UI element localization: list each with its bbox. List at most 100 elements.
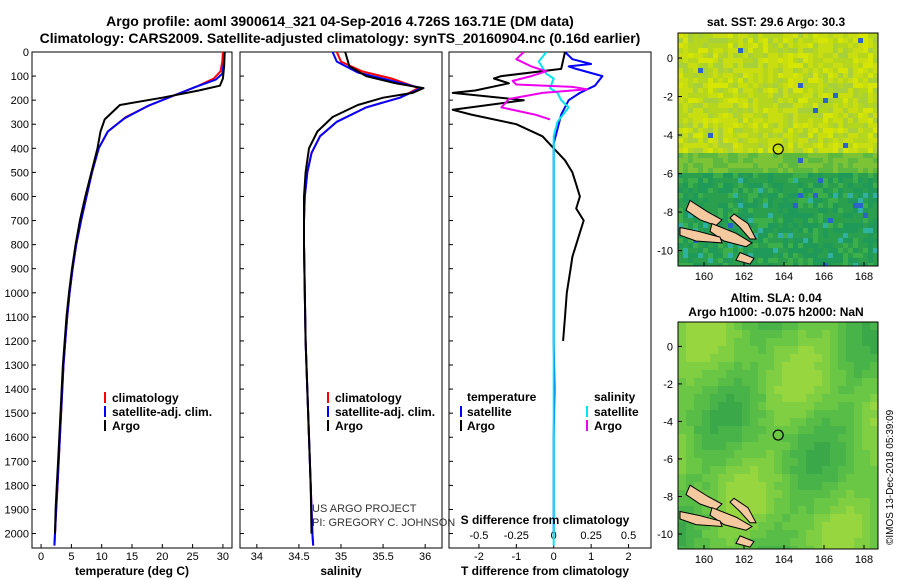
sla-cell bbox=[790, 506, 798, 514]
sla-cell bbox=[726, 322, 734, 330]
sla-cell bbox=[758, 538, 766, 546]
sst-cell bbox=[743, 233, 748, 238]
sst-cell bbox=[723, 38, 728, 43]
sst-cell bbox=[688, 98, 693, 103]
sst-cell bbox=[823, 78, 828, 83]
sst-cell bbox=[848, 58, 853, 63]
island-landmass bbox=[679, 510, 723, 528]
sst-cell bbox=[763, 238, 768, 243]
sst-cell bbox=[868, 168, 873, 173]
sst-cell bbox=[788, 218, 793, 223]
sla-cell bbox=[702, 362, 710, 370]
sst-cell bbox=[738, 48, 743, 53]
sla-cell bbox=[846, 514, 854, 522]
sst-cell bbox=[733, 53, 738, 58]
salinity-axis-label: salinity bbox=[320, 564, 362, 578]
sst-cell bbox=[828, 223, 833, 228]
sst-cell bbox=[703, 193, 708, 198]
sst-cell bbox=[718, 178, 723, 183]
sst-cell bbox=[678, 33, 683, 38]
sst-cell bbox=[708, 203, 713, 208]
sst-cell bbox=[708, 263, 713, 266]
sst-cell bbox=[853, 183, 858, 188]
sst-cell bbox=[778, 33, 783, 38]
sst-cell bbox=[863, 73, 868, 78]
sla-cell bbox=[798, 482, 806, 490]
sst-cell bbox=[678, 263, 683, 266]
sla-cell bbox=[782, 418, 790, 426]
sst-cell bbox=[803, 88, 808, 93]
sst-cell bbox=[683, 248, 688, 253]
sst-cell bbox=[723, 123, 728, 128]
sst-cell bbox=[828, 73, 833, 78]
sla-cell bbox=[830, 498, 838, 506]
sst-cell bbox=[723, 243, 728, 248]
sst-cell bbox=[708, 183, 713, 188]
sla-cell bbox=[790, 322, 798, 330]
sst-cell bbox=[703, 118, 708, 123]
sst-cell bbox=[838, 133, 843, 138]
sla-cell bbox=[766, 482, 774, 490]
imos-timestamp: ©IMOS 13-Dec-2018 05:39:09 bbox=[885, 409, 896, 545]
depth-tick-label: 100 bbox=[11, 71, 29, 83]
sst-cell bbox=[848, 213, 853, 218]
sst-cell bbox=[818, 133, 823, 138]
sla-cell bbox=[838, 410, 846, 418]
sst-cell bbox=[863, 143, 868, 148]
sst-cell bbox=[758, 218, 763, 223]
sla-cell bbox=[742, 330, 750, 338]
sst-cell bbox=[713, 83, 718, 88]
sst-cell bbox=[733, 203, 738, 208]
sst-cell bbox=[773, 243, 778, 248]
sla-cell bbox=[790, 530, 798, 538]
sst-cell bbox=[783, 138, 788, 143]
sla-cell bbox=[846, 426, 854, 434]
sst-cell bbox=[778, 173, 783, 178]
sst-cell bbox=[703, 48, 708, 53]
sst-cell bbox=[843, 193, 848, 198]
series-line-salinity-satellite bbox=[537, 52, 570, 546]
sst-cell bbox=[753, 73, 758, 78]
sst-cell bbox=[728, 158, 733, 163]
sst-cell bbox=[713, 38, 718, 43]
sst-cell bbox=[838, 138, 843, 143]
sst-cell bbox=[733, 58, 738, 63]
sst-cell bbox=[698, 148, 703, 153]
sst-cell bbox=[833, 243, 838, 248]
sst-cell bbox=[853, 233, 858, 238]
sla-cell bbox=[846, 538, 854, 546]
sst-cell bbox=[783, 263, 788, 266]
sst-cell bbox=[723, 198, 728, 203]
sst-cell bbox=[788, 253, 793, 258]
sla-cell bbox=[766, 378, 774, 386]
sst-cell bbox=[858, 258, 863, 263]
sla-cell bbox=[822, 330, 830, 338]
sst-cell bbox=[863, 113, 868, 118]
sla-cell bbox=[846, 386, 854, 394]
sst-cell bbox=[693, 103, 698, 108]
sst-cell bbox=[768, 38, 773, 43]
sst-cell bbox=[713, 168, 718, 173]
sst-cell bbox=[763, 208, 768, 213]
sst-cell bbox=[858, 53, 863, 58]
sst-cell bbox=[808, 123, 813, 128]
sla-cell bbox=[774, 474, 782, 482]
sst-cell bbox=[858, 83, 863, 88]
sla-cell bbox=[742, 386, 750, 394]
sla-cell bbox=[822, 474, 830, 482]
sst-cell bbox=[683, 153, 688, 158]
sla-cell bbox=[806, 418, 814, 426]
sla-cell bbox=[854, 418, 862, 426]
sst-cell bbox=[848, 33, 853, 38]
sst-cell bbox=[758, 118, 763, 123]
x-tick-label: -1 bbox=[511, 551, 521, 563]
sst-cell bbox=[678, 98, 683, 103]
sst-cell bbox=[863, 58, 868, 63]
sst-cell bbox=[738, 133, 743, 138]
sst-cell bbox=[728, 228, 733, 233]
sst-cell bbox=[693, 253, 698, 258]
sst-cell bbox=[873, 153, 878, 158]
sla-cell bbox=[726, 410, 734, 418]
sst-cell bbox=[803, 263, 808, 266]
sst-cell bbox=[833, 208, 838, 213]
